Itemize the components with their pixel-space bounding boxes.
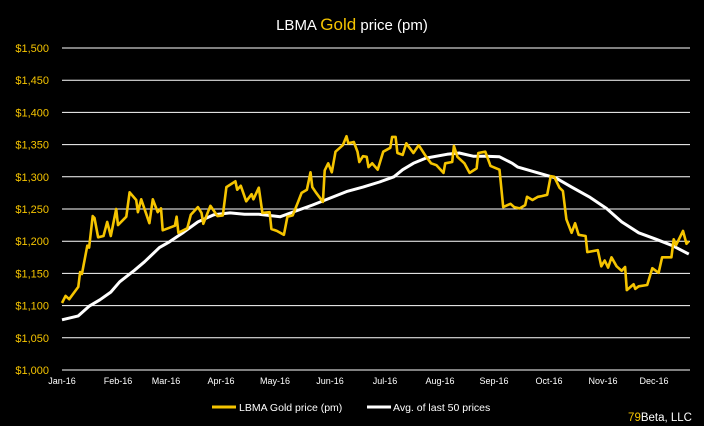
chart-title-highlight: Gold <box>320 15 356 34</box>
x-tick-label: Jul-16 <box>373 376 398 386</box>
x-tick-label: May-16 <box>260 376 290 386</box>
y-tick-label: $1,150 <box>15 268 49 280</box>
chart-title: LBMA Gold price (pm) <box>276 15 428 34</box>
x-tick-label: Apr-16 <box>207 376 234 386</box>
x-tick-label: Dec-16 <box>639 376 668 386</box>
credit-text: 79Beta, LLC <box>628 412 692 424</box>
x-tick-label: Jan-16 <box>48 376 76 386</box>
y-tick-label: $1,050 <box>15 333 49 345</box>
legend-label-average: Avg. of last 50 prices <box>393 402 490 414</box>
y-tick-label: $1,250 <box>15 204 49 216</box>
moving-average-line <box>61 151 690 322</box>
x-tick-label: Nov-16 <box>588 376 617 386</box>
y-tick-label: $1,100 <box>15 301 49 313</box>
x-tick-label: Feb-16 <box>104 376 133 386</box>
x-tick-label: Aug-16 <box>425 376 454 386</box>
y-axis-labels: $1,000 $1,050 $1,100 $1,150 $1,200 $1,250 $1,3… <box>15 43 49 377</box>
legend-label-gold: LBMA Gold price (pm) <box>239 402 342 414</box>
legend: LBMA Gold price (pm) Avg. of last 50 pri… <box>212 402 490 414</box>
x-tick-label: Sep-16 <box>479 376 508 386</box>
y-tick-label: $1,300 <box>15 172 49 184</box>
y-tick-label: $1,400 <box>15 107 49 119</box>
gold-price-line <box>60 134 690 304</box>
y-tick-label: $1,200 <box>15 236 49 248</box>
x-tick-label: Mar-16 <box>152 376 181 386</box>
y-tick-label: $1,450 <box>15 75 49 87</box>
gridlines <box>62 47 690 371</box>
y-tick-label: $1,350 <box>15 140 49 152</box>
y-tick-label: $1,000 <box>15 365 49 377</box>
x-tick-label: Jun-16 <box>316 376 344 386</box>
y-tick-label: $1,500 <box>15 43 49 55</box>
series-lines <box>60 134 690 322</box>
x-tick-label: Oct-16 <box>535 376 562 386</box>
x-axis-labels: Jan-16 Feb-16 Mar-16 Apr-16 May-16 Jun-16 Jul-… <box>48 376 668 386</box>
